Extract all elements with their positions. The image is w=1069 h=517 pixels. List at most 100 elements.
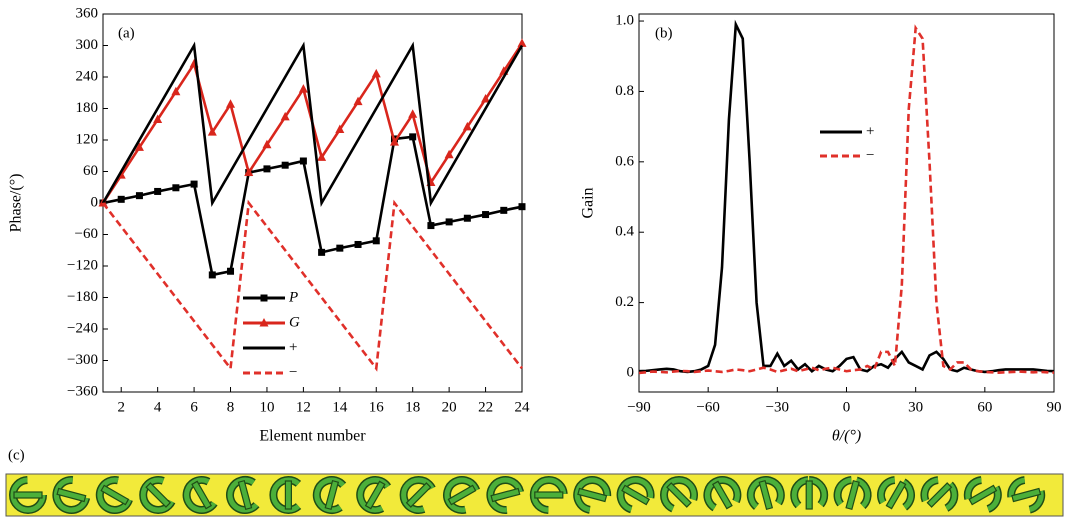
x-tick-label: −60	[696, 399, 719, 415]
marker	[462, 121, 472, 131]
marker	[482, 211, 490, 219]
x-tick-label: 8	[227, 399, 235, 415]
cell-ring-fill	[791, 477, 827, 513]
marker	[518, 203, 526, 211]
cell-bar	[13, 491, 43, 499]
series-line	[101, 41, 524, 208]
marker	[318, 248, 326, 256]
y-tick-label: 0.4	[615, 224, 634, 240]
unit-cell	[920, 476, 959, 514]
marker	[172, 184, 180, 192]
marker	[207, 127, 217, 136]
marker	[135, 192, 143, 200]
cell-bar	[324, 479, 340, 511]
marker	[335, 124, 345, 133]
marker	[280, 111, 290, 121]
marker	[153, 114, 163, 124]
y-tick-label: 0.2	[615, 294, 634, 310]
y-tick-label: −360	[67, 383, 98, 399]
unit-cell	[443, 476, 481, 514]
cell-ring-fill	[704, 477, 740, 513]
x-tick-label: 2	[117, 399, 125, 415]
x-tick-label: 18	[405, 399, 420, 415]
x-tick-label: 22	[478, 399, 493, 415]
unit-cell	[573, 476, 612, 514]
x-tick-label: 20	[442, 399, 457, 415]
unit-cell	[356, 476, 395, 514]
cell-bar	[968, 484, 998, 506]
legend-label: −	[866, 147, 874, 163]
marker	[336, 244, 344, 252]
panel-label: (a)	[118, 25, 135, 41]
series-line	[102, 135, 523, 277]
cell-bar	[926, 482, 953, 508]
marker	[281, 161, 289, 169]
cell-ring-fill	[227, 477, 263, 513]
cell-ring-fill	[661, 477, 697, 513]
cell-bar	[364, 480, 386, 510]
marker	[354, 240, 362, 248]
x-tick-label: 30	[908, 399, 923, 415]
y-tick-label: −120	[67, 257, 98, 273]
cell-ring-fill	[270, 477, 306, 513]
marker	[463, 214, 471, 222]
unit-cell	[269, 476, 308, 514]
cell-ring-fill	[921, 477, 957, 513]
y-tick-label: 0	[91, 194, 99, 210]
legend-label: −	[289, 364, 297, 380]
unit-cell	[139, 476, 178, 514]
x-tick-label: 14	[332, 399, 348, 415]
marker	[371, 68, 381, 78]
marker	[445, 218, 453, 226]
y-axis-label: Gain	[580, 187, 597, 218]
cell-bar	[490, 487, 521, 503]
y-tick-label: 0.8	[615, 83, 634, 99]
marker	[517, 38, 527, 47]
y-tick-label: 180	[76, 100, 99, 116]
y-tick-label: 0.6	[615, 153, 634, 169]
x-axis-label: Element number	[259, 428, 366, 445]
cell-bar	[191, 480, 213, 510]
marker	[409, 133, 417, 141]
x-tick-label: 4	[154, 399, 162, 415]
cell-bar	[805, 480, 813, 510]
x-tick-label: 90	[1047, 399, 1062, 415]
cell-bar	[534, 491, 564, 499]
marker	[299, 157, 307, 165]
cell-bar	[666, 482, 692, 508]
marker	[154, 187, 162, 195]
cell-bar	[284, 480, 292, 510]
unit-cell	[226, 476, 264, 514]
cell-bar	[885, 480, 907, 510]
panel-label: (b)	[655, 25, 673, 41]
unit-cell	[703, 476, 742, 514]
x-tick-label: 10	[259, 399, 274, 415]
marker	[244, 167, 254, 177]
series-line	[638, 24, 1055, 375]
plot-frame	[638, 13, 1055, 393]
unit-cell	[660, 476, 698, 514]
cell-bar	[621, 484, 651, 506]
unit-cell	[95, 476, 134, 514]
marker	[117, 195, 125, 203]
cell-ring-fill	[314, 477, 350, 513]
cell-bar	[405, 482, 432, 508]
cell-ring-fill	[97, 477, 133, 513]
legend-marker	[260, 294, 268, 302]
cell-bar	[1011, 487, 1042, 503]
legend-label: P	[288, 289, 298, 305]
marker	[372, 237, 380, 245]
x-tick-label: 16	[369, 399, 385, 415]
unit-cell	[182, 476, 221, 514]
panel-label: (c)	[8, 447, 25, 463]
y-tick-label: −60	[75, 226, 98, 242]
cell-ring-fill	[184, 477, 220, 513]
y-tick-label: 120	[76, 131, 99, 147]
y-tick-label: 240	[76, 68, 99, 84]
marker	[134, 142, 144, 151]
x-tick-label: −30	[766, 399, 789, 415]
unit-cell	[529, 476, 568, 514]
cell-bar	[577, 487, 608, 503]
y-tick-label: 1.0	[615, 12, 634, 28]
